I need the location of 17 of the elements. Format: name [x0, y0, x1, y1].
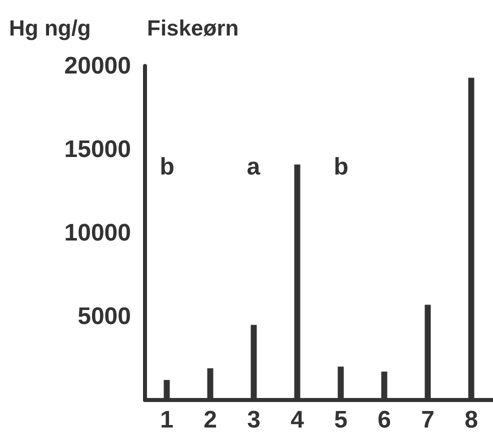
- x-tick-label: 3: [247, 406, 260, 434]
- y-tick-label: 15000: [64, 136, 131, 163]
- y-tick-label: 10000: [64, 220, 131, 246]
- y-tick-label: 20000: [64, 52, 131, 80]
- x-tick-label: 6: [378, 406, 391, 434]
- x-tick-label: 2: [204, 406, 217, 434]
- chart-title: Fiskeørn: [147, 16, 239, 40]
- x-tick-label: 1: [160, 406, 174, 434]
- y-tick-label: 5000: [78, 303, 131, 330]
- annotation: b: [160, 154, 174, 180]
- y-axis-title: Hg ng/g: [9, 16, 91, 40]
- x-tick-label: 8: [464, 406, 478, 434]
- x-tick-label: 7: [421, 406, 434, 434]
- x-tick-label: 5: [334, 406, 348, 434]
- x-tick-label: 4: [290, 406, 305, 434]
- annotation: b: [334, 154, 348, 180]
- annotation: a: [246, 154, 261, 180]
